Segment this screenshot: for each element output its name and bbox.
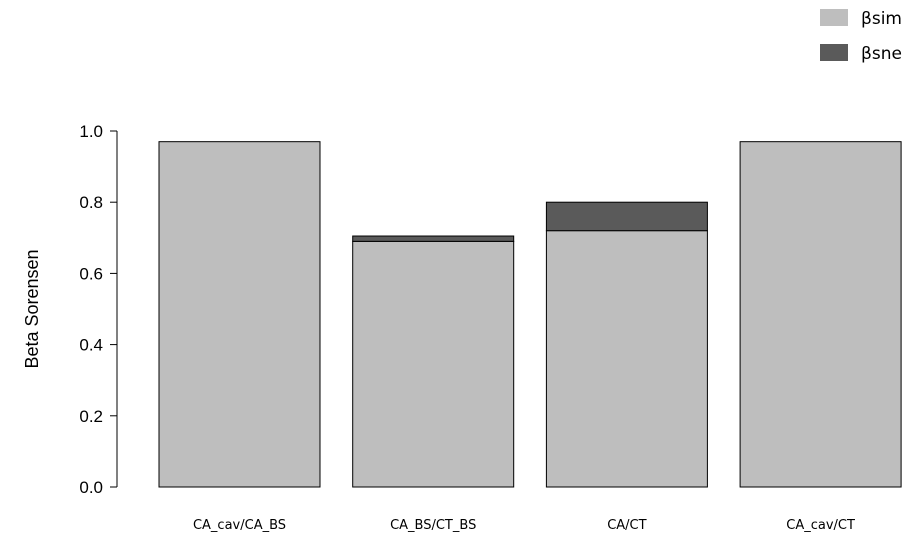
bar-bsim (545, 230, 708, 488)
legend-swatch (820, 9, 848, 26)
x-tick-label: CA/CT (607, 518, 646, 533)
bar-bsne (352, 235, 515, 242)
y-axis-title: Beta Sorensen (22, 249, 42, 368)
legend-label: βsne (861, 44, 902, 64)
x-tick-label: CA_cav/CA_BS (193, 518, 286, 533)
bar-bsim (352, 240, 515, 488)
legend-swatch (820, 44, 848, 61)
y-axis: 0.0 0.2 0.4 0.6 0.8 1.0 (79, 122, 118, 497)
bars (158, 141, 902, 488)
y-tick-label: 1.0 (79, 122, 103, 141)
bar-bsim (158, 141, 321, 488)
x-axis-labels: CA_cav/CA_BS CA_BS/CT_BS CA/CT CA_cav/CT (193, 518, 855, 533)
bar-bsne (545, 201, 708, 232)
y-tick-label: 0.4 (79, 336, 103, 355)
bar-bsim (739, 141, 902, 488)
y-tick-label: 0.8 (79, 193, 103, 212)
legend: βsim βsne (820, 9, 902, 64)
x-tick-label: CA_cav/CT (786, 518, 855, 533)
x-tick-label: CA_BS/CT_BS (390, 518, 476, 533)
y-tick-label: 0.6 (79, 264, 103, 283)
y-tick-label: 0.0 (79, 478, 103, 497)
y-tick-label: 0.2 (79, 407, 103, 426)
legend-label: βsim (861, 9, 902, 29)
